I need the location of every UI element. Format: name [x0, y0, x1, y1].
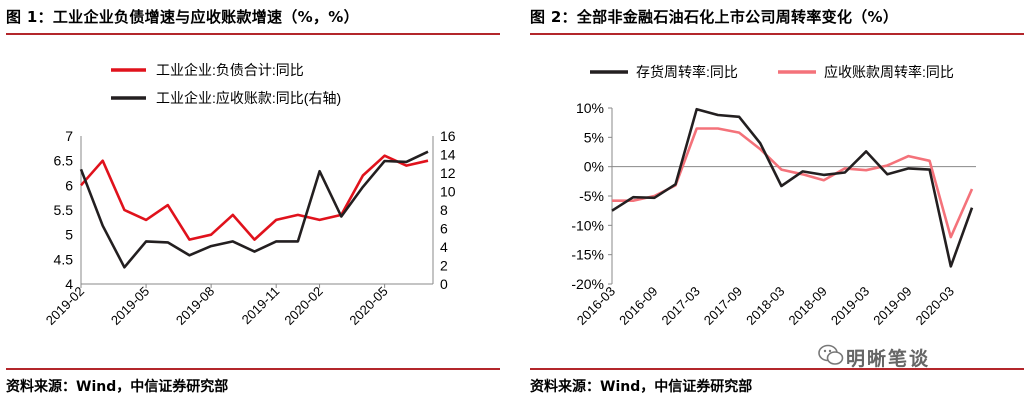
y-tick-label-right: 4 — [440, 239, 448, 255]
y-tick-label: -10% — [571, 217, 604, 233]
y-tick-label: -5% — [579, 188, 604, 204]
x-tick-label: 2019-11 — [239, 284, 283, 328]
y-tick-label-left: 6.5 — [54, 153, 74, 169]
x-tick-label: 2019-03 — [828, 284, 872, 328]
y-tick-label-right: 0 — [440, 276, 448, 292]
x-tick-label: 2019-05 — [108, 284, 152, 328]
y-tick-label-left: 4 — [65, 276, 73, 292]
y-tick-label-right: 12 — [440, 165, 456, 181]
y-tick-label-right: 2 — [440, 258, 448, 274]
series-line — [612, 127, 974, 239]
x-tick-label: 2020-05 — [346, 284, 390, 328]
y-tick-label: -15% — [571, 247, 604, 263]
x-tick-label: 2019-09 — [870, 284, 914, 328]
y-tick-label: 10% — [576, 100, 604, 116]
y-tick-label-left: 7 — [65, 128, 73, 144]
y-tick-label: 5% — [584, 129, 604, 145]
y-tick-label-left: 5.5 — [54, 202, 74, 218]
title-rule — [6, 33, 500, 35]
y-tick-label-right: 8 — [440, 202, 448, 218]
title-rule — [530, 33, 1024, 35]
y-tick-label-left: 5 — [65, 227, 73, 243]
y-tick-label-right: 14 — [440, 147, 456, 163]
chart-title: 图 1：工业企业负债增速与应收账款增速（%，%） — [6, 8, 359, 26]
x-tick-label: 2020-03 — [913, 284, 957, 328]
watermark-text: 明晰笔谈 — [846, 348, 931, 370]
legend-label: 工业企业:应收账款:同比(右轴) — [156, 90, 341, 106]
y-tick-label-right: 6 — [440, 221, 448, 237]
wechat-icon — [818, 344, 844, 365]
legend-label: 工业企业:负债合计:同比 — [156, 62, 304, 78]
x-tick-label: 2018-09 — [786, 284, 830, 328]
legend-label: 应收账款周转率:同比 — [824, 64, 954, 80]
x-tick-label: 2019-08 — [173, 284, 217, 328]
x-tick-label: 2016-09 — [616, 284, 660, 328]
x-tick-label: 2017-09 — [701, 284, 745, 328]
series-line — [80, 154, 429, 241]
chart-2-plot: 存货周转率:同比 应收账款周转率:同比 10% 5% 0% -5% -10% -15% -20%… — [571, 64, 976, 328]
x-tick-label: 2017-03 — [658, 284, 702, 328]
x-tick-label: 2020-02 — [281, 284, 325, 328]
chart-panel-1: 图 1：工业企业负债增速与应收账款增速（%，%） 工业企业:负债合计:同比 工业企… — [6, 0, 506, 406]
source-rule — [6, 368, 500, 370]
chart-title: 图 2：全部非金融石油石化上市公司周转率变化（%） — [530, 8, 899, 26]
source-note: 资料来源：Wind，中信证券研究部 — [6, 379, 229, 395]
series-line — [611, 107, 974, 268]
y-tick-label: 0% — [584, 159, 604, 175]
chart-panel-2: 图 2：全部非金融石油石化上市公司周转率变化（%） 存货周转率:同比 应收账款周转… — [530, 0, 1030, 406]
series-line — [79, 150, 429, 269]
y-tick-label: -20% — [571, 276, 604, 292]
legend-label: 存货周转率:同比 — [636, 64, 738, 80]
x-tick-label: 2018-03 — [743, 284, 787, 328]
y-tick-label-right: 10 — [440, 184, 456, 200]
y-tick-label-left: 4.5 — [54, 251, 74, 267]
y-tick-label-right: 16 — [440, 128, 456, 144]
source-note: 资料来源：Wind，中信证券研究部 — [530, 379, 753, 395]
y-tick-label-left: 6 — [65, 177, 73, 193]
source-rule — [530, 368, 1024, 370]
